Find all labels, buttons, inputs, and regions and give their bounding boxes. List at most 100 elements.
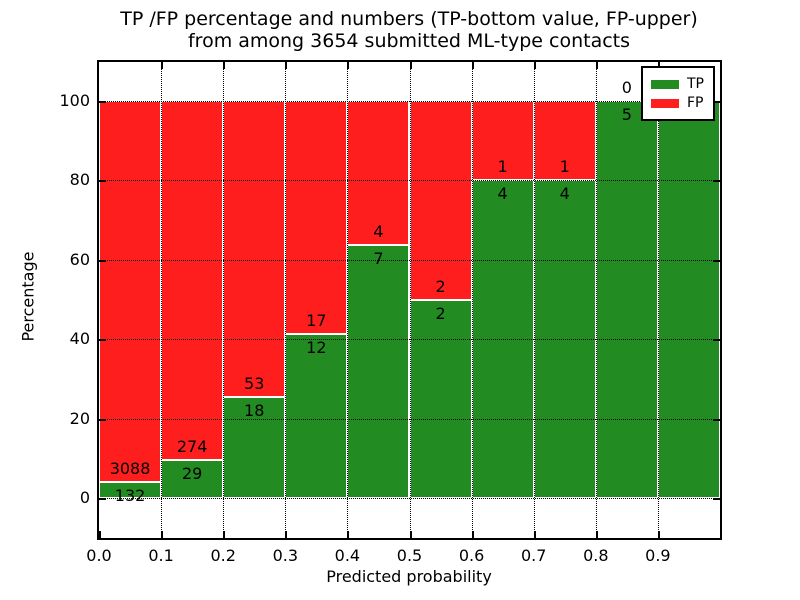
gridline-vertical [409, 62, 411, 538]
x-tick-label: 0.7 [520, 546, 547, 565]
x-tick-top [471, 62, 474, 69]
fp-count-label: 0 [621, 78, 632, 97]
y-tick-label: 60 [69, 249, 90, 269]
gridline-horizontal [99, 101, 720, 102]
x-tick-top [285, 62, 288, 69]
gridline-horizontal [99, 259, 720, 261]
x-tick-bottom [409, 531, 412, 538]
gridline-horizontal [99, 418, 720, 420]
fp-count-label: 2 [435, 276, 446, 296]
legend-label: TP [687, 76, 704, 92]
y-axis-label: Percentage [18, 251, 38, 342]
x-tick-label: 0.4 [334, 546, 361, 565]
x-tick-label: 0.8 [583, 546, 609, 565]
gridline-vertical [471, 62, 473, 538]
fp-count-label: 53 [244, 374, 265, 394]
gridline-vertical [161, 62, 163, 538]
x-tick-bottom [99, 531, 101, 538]
tp-count-label: 4 [497, 184, 508, 204]
x-tick-top [533, 62, 536, 69]
gridline-horizontal [99, 180, 720, 182]
chart-title-line2: from among 3654 submitted ML-type contac… [187, 30, 631, 52]
legend-swatch-fp [651, 98, 679, 108]
x-tick-label: 0.1 [148, 546, 174, 565]
y-tick-left [99, 180, 106, 183]
bar-segment-fp [161, 101, 224, 460]
x-axis-label: Predicted probability [326, 567, 492, 586]
bar-segment-tp [595, 101, 658, 498]
y-tick-right [713, 259, 720, 262]
fp-count-label: 17 [306, 310, 327, 330]
bar-segment-tp [161, 460, 224, 498]
gridline-vertical [223, 62, 225, 538]
bar-segment-fp [285, 101, 348, 334]
x-tick-bottom [595, 531, 598, 538]
gridline-vertical [595, 62, 597, 538]
x-tick-label: 0.3 [272, 546, 299, 565]
legend-label: FP [687, 95, 704, 111]
y-tick-label: 80 [69, 170, 90, 190]
bar-segment-fp [347, 101, 410, 246]
y-tick-label: 20 [69, 408, 90, 428]
x-tick-label: 0.9 [645, 546, 671, 565]
x-tick-top [595, 62, 598, 69]
tp-count-label: 5 [621, 105, 632, 124]
chart-title: TP /FP percentage and numbers (TP-bottom… [109, 8, 709, 52]
legend: TP FP [641, 66, 715, 121]
gridline-vertical [533, 62, 535, 538]
y-tick-right [713, 418, 720, 421]
legend-swatch-tp [651, 79, 679, 89]
x-tick-top [223, 62, 226, 69]
bar-segment-tp [657, 101, 720, 498]
x-tick-bottom [471, 531, 474, 538]
gridline-vertical [285, 62, 287, 538]
bar-segment-fp [533, 101, 596, 181]
x-tick-label: 0.6 [458, 546, 485, 565]
x-tick-label: 0.0 [86, 546, 112, 565]
bar-segment-fp [223, 101, 286, 398]
x-tick-top [161, 62, 164, 69]
x-tick-bottom [533, 531, 536, 538]
x-tick-bottom [657, 531, 660, 538]
bar-segment-fp [409, 101, 472, 300]
bar-segment-tp [409, 299, 472, 498]
bar-segment-fp [99, 101, 162, 482]
fp-count-label: 1 [559, 157, 570, 177]
fp-count-label: 4 [373, 222, 384, 242]
y-tick-right [713, 101, 720, 103]
bar-segment-tp [99, 481, 162, 498]
gridline-vertical [347, 62, 349, 538]
tp-count-label: 29 [181, 464, 203, 483]
tp-count-label: 4 [559, 184, 570, 204]
bar-segment-tp [285, 333, 348, 498]
tp-count-label: 12 [306, 337, 327, 357]
y-tick-left [99, 498, 106, 500]
y-tick-left [99, 101, 106, 103]
y-tick-label: 100 [59, 91, 90, 110]
y-tick-right [713, 498, 720, 500]
bar-segment-tp [347, 245, 410, 498]
y-tick-left [99, 339, 106, 342]
x-tick-bottom [347, 531, 350, 538]
gridline-vertical [657, 62, 659, 538]
gridline-horizontal [99, 498, 720, 499]
fp-count-label: 1 [497, 157, 508, 177]
fp-count-label: 274 [176, 437, 208, 456]
y-tick-right [713, 339, 720, 342]
x-tick-label: 0.2 [210, 546, 236, 565]
x-tick-top [657, 62, 660, 69]
tp-count-label: 132 [114, 485, 146, 505]
y-tick-right [713, 180, 720, 183]
legend-row: TP [651, 76, 704, 92]
fp-count-label: 3088 [109, 458, 151, 478]
tp-count-label: 2 [435, 303, 446, 323]
bar-segment-tp [223, 397, 286, 498]
legend-row: FP [651, 95, 704, 111]
tp-count-label: 18 [244, 401, 265, 421]
y-tick-left [99, 418, 106, 421]
x-tick-bottom [223, 531, 226, 538]
x-tick-top [409, 62, 412, 69]
y-tick-label: 40 [69, 329, 90, 349]
